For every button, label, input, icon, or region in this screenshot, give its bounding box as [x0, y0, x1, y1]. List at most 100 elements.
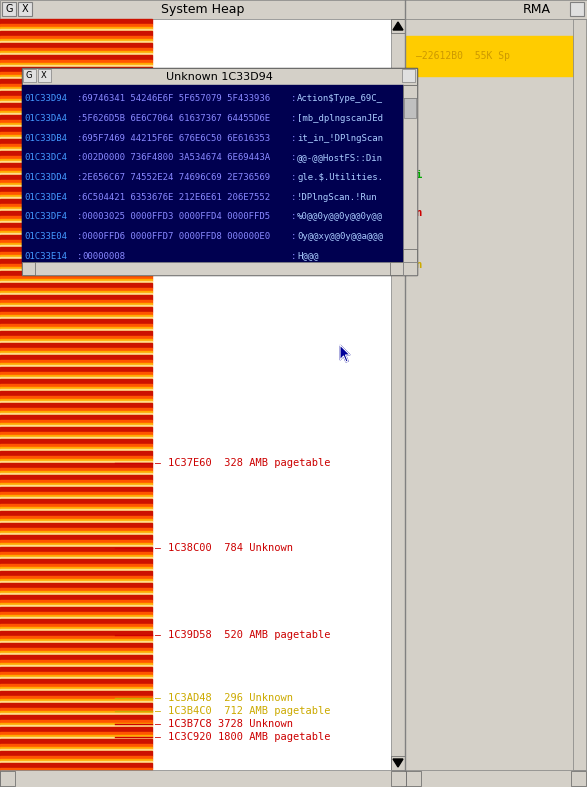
Bar: [0, 185, 152, 187]
Bar: [0, 425, 152, 427]
Bar: [0, 411, 152, 413]
Bar: [0, 770, 587, 787]
Bar: [0, 408, 152, 411]
Text: :: :: [77, 153, 82, 162]
Text: :: :: [77, 232, 82, 241]
Bar: [0, 581, 152, 583]
Bar: [0, 355, 152, 360]
Bar: [0, 353, 152, 355]
Bar: [0, 495, 152, 497]
Text: 01C33DE4: 01C33DE4: [24, 193, 67, 201]
Bar: [0, 48, 152, 51]
Bar: [0, 219, 152, 221]
Text: 1C39D58  520 AMB pagetable: 1C39D58 520 AMB pagetable: [168, 630, 330, 640]
Bar: [0, 149, 152, 151]
Bar: [0, 521, 152, 523]
Bar: [0, 696, 152, 699]
Text: —: —: [155, 693, 161, 703]
Bar: [0, 293, 152, 295]
Text: 0000FFD6 0000FFD7 0000FFD8 000000E0: 0000FFD6 0000FFD7 0000FFD8 000000E0: [82, 232, 270, 241]
Bar: [0, 315, 152, 317]
Bar: [0, 684, 152, 687]
Bar: [0, 727, 152, 732]
Bar: [0, 197, 152, 199]
Bar: [0, 663, 152, 665]
Text: 1C37E60  328 AMB pagetable: 1C37E60 328 AMB pagetable: [168, 458, 330, 468]
Bar: [0, 588, 152, 591]
Bar: [0, 535, 152, 540]
Bar: [0, 447, 152, 449]
Bar: [0, 163, 152, 168]
Bar: [0, 125, 152, 127]
Bar: [570, 2, 584, 16]
Bar: [0, 75, 152, 77]
Bar: [0, 127, 152, 132]
Bar: [0, 471, 152, 473]
Text: gle.$.Utilities.: gle.$.Utilities.: [297, 173, 383, 182]
Bar: [0, 725, 152, 727]
Bar: [0, 569, 152, 571]
Bar: [0, 415, 152, 420]
Bar: [0, 449, 152, 451]
Text: —: —: [155, 458, 161, 468]
Bar: [0, 555, 152, 557]
Bar: [0, 567, 152, 569]
Bar: [0, 651, 152, 653]
Text: 1C3C920 1800 AMB pagetable: 1C3C920 1800 AMB pagetable: [168, 732, 330, 742]
Text: G: G: [26, 72, 32, 80]
Bar: [0, 564, 152, 567]
Bar: [0, 427, 152, 432]
Bar: [0, 631, 152, 636]
Bar: [0, 523, 152, 528]
Bar: [0, 336, 152, 339]
Bar: [0, 183, 152, 185]
Bar: [2, 2, 16, 16]
Bar: [0, 339, 152, 341]
Bar: [0, 192, 152, 195]
Text: :: :: [291, 114, 296, 123]
Text: :: :: [77, 134, 82, 142]
Bar: [0, 759, 152, 761]
Text: [mb_dplngscanJEd: [mb_dplngscanJEd: [297, 114, 383, 123]
Bar: [0, 399, 152, 401]
Bar: [0, 423, 152, 425]
Text: 01C33E04: 01C33E04: [24, 232, 67, 241]
Bar: [23, 69, 36, 82]
Text: !DPlngScan.!Run: !DPlngScan.!Run: [297, 193, 377, 201]
Bar: [0, 540, 152, 543]
Bar: [0, 687, 152, 689]
Bar: [0, 363, 152, 365]
Bar: [0, 389, 152, 391]
Text: 01C33D94: 01C33D94: [24, 94, 67, 103]
Bar: [0, 653, 152, 655]
Bar: [0, 444, 152, 447]
Text: it_in_!DPlngScan: it_in_!DPlngScan: [297, 134, 383, 142]
Bar: [0, 84, 152, 87]
Text: —: —: [155, 732, 161, 742]
Text: 2E656C67 74552E24 74696C69 2E736569: 2E656C67 74552E24 74696C69 2E736569: [82, 173, 270, 182]
Bar: [0, 747, 152, 749]
Bar: [0, 552, 152, 555]
Bar: [0, 209, 152, 211]
Bar: [0, 691, 152, 696]
Bar: [0, 257, 152, 259]
Bar: [0, 276, 152, 279]
Bar: [0, 211, 152, 216]
Bar: [0, 499, 152, 504]
Bar: [0, 221, 152, 223]
Bar: [0, 156, 152, 159]
Bar: [0, 43, 152, 48]
Bar: [0, 468, 152, 471]
Bar: [22, 262, 35, 275]
Text: 002D0000 736F4800 3A534674 6E69443A: 002D0000 736F4800 3A534674 6E69443A: [82, 153, 270, 162]
Bar: [0, 245, 152, 247]
Bar: [0, 475, 152, 480]
Bar: [18, 2, 32, 16]
Bar: [0, 699, 152, 701]
Bar: [0, 641, 152, 643]
Bar: [0, 516, 152, 519]
Bar: [0, 300, 152, 303]
Bar: [0, 667, 152, 672]
Bar: [0, 655, 152, 660]
Bar: [0, 571, 152, 576]
